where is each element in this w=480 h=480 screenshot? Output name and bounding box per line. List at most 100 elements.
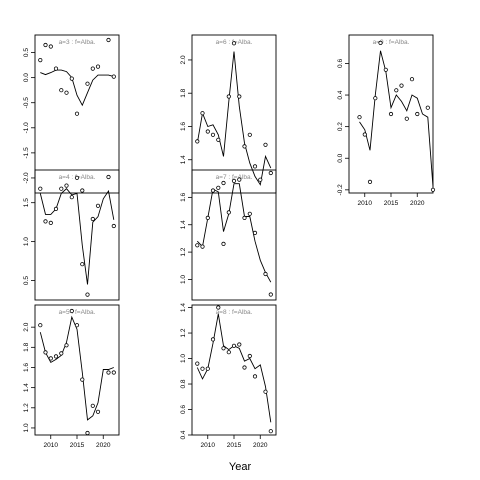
data-point — [53, 66, 59, 71]
panel-frame — [34, 169, 120, 301]
data-point — [69, 76, 74, 81]
data-point — [64, 90, 69, 95]
data-point — [362, 132, 367, 137]
y-tick-label: 1.5 — [23, 198, 30, 207]
data-point — [210, 188, 216, 193]
data-point — [237, 177, 242, 182]
data-point — [43, 42, 48, 48]
data-point — [69, 308, 74, 314]
data-point — [237, 342, 242, 347]
data-point — [74, 175, 80, 180]
data-point — [53, 206, 59, 211]
y-tick-label: 0.6 — [337, 59, 344, 68]
data-point — [425, 105, 430, 110]
y-tick-label: 1.0 — [180, 275, 187, 284]
x-tick-label: 2010 — [201, 442, 216, 449]
data-point — [95, 203, 101, 208]
y-tick-label: 1.6 — [180, 122, 187, 131]
data-point — [69, 195, 74, 200]
y-tick-label: -2.0 — [23, 172, 30, 184]
data-point — [242, 144, 247, 149]
x-tick-label: 2020 — [253, 442, 268, 449]
panel-label: a=5 : f=Alba. — [59, 309, 96, 316]
data-point — [252, 374, 258, 379]
data-point — [231, 343, 237, 348]
data-point — [268, 170, 273, 176]
y-tick-label: 0.8 — [180, 379, 187, 388]
data-point — [106, 37, 111, 43]
data-point — [106, 174, 111, 180]
data-point — [210, 132, 216, 137]
data-point — [409, 77, 415, 82]
data-point — [106, 370, 111, 375]
data-point — [242, 365, 247, 370]
data-point — [111, 370, 116, 375]
data-point — [221, 346, 226, 351]
data-point — [200, 366, 205, 371]
x-axis-title: Year — [229, 461, 252, 473]
panel-1: -2.0 -1.5 -1.0 -0.5 0.0 0.5 a=3 : f=Alba. — [23, 34, 120, 194]
y-tick-label: 0.0 — [23, 73, 30, 82]
panel-5: 1.0 1.2 1.4 1.6 a=7 : f=Alba. — [180, 169, 277, 301]
panel-frame — [191, 304, 277, 436]
data-point — [85, 430, 90, 436]
panels-layer: -2.0-1.5-1.0-0.50.00.5a=3 : f=Alba. 1.4 1.… — [23, 34, 436, 449]
y-tick-label: 1.8 — [180, 88, 187, 97]
data-point — [95, 409, 101, 414]
y-tick-label: 1.4 — [180, 155, 187, 164]
data-point — [80, 377, 85, 382]
y-tick-label: 1.0 — [180, 354, 187, 363]
data-point — [200, 244, 205, 249]
data-point — [111, 74, 116, 79]
panel-label: a=9 : f=Alba. — [373, 39, 410, 46]
data-point — [221, 180, 226, 186]
y-tick-label: 0.0 — [337, 153, 344, 162]
y-tick-label: 1.2 — [23, 403, 30, 412]
data-point — [216, 185, 221, 190]
data-point — [231, 41, 237, 46]
data-point — [48, 44, 53, 49]
data-point — [237, 94, 242, 99]
panel-label: a=7 : f=Alba. — [216, 174, 253, 181]
fit-line — [39, 315, 114, 421]
x-tick-label: 2020 — [96, 442, 111, 449]
data-point — [268, 292, 273, 297]
y-tick-label: 0.2 — [337, 122, 344, 131]
data-point — [247, 211, 252, 216]
y-tick-label: 1.4 — [23, 383, 30, 392]
data-point — [247, 132, 252, 137]
data-point — [221, 241, 226, 246]
panel-6: 1.0 1.2 1.4 1.6 1.8 2.0 2010 2015 2020 a=5 : f=Al… — [23, 304, 120, 449]
y-tick-label: 1.4 — [180, 303, 187, 312]
data-point — [200, 111, 205, 116]
data-point — [59, 351, 64, 356]
x-tick-label: 2015 — [227, 442, 242, 449]
data-point — [195, 243, 200, 248]
y-tick-label: 0.4 — [337, 90, 344, 99]
data-point — [80, 262, 85, 267]
panel-label: a=3 : f=Alba. — [59, 39, 96, 46]
data-point — [90, 403, 95, 408]
data-point — [367, 179, 373, 184]
panel-4: 0.51.01.5a=4 : f=Alba. — [23, 169, 120, 301]
data-point — [226, 210, 231, 215]
data-point — [404, 116, 409, 121]
data-point — [48, 220, 53, 225]
data-point — [85, 292, 90, 297]
panel-2: 1.41.61.82.0a=6 : f=Alba. — [180, 34, 277, 194]
y-tick-label: 1.2 — [180, 247, 187, 256]
data-point — [74, 111, 80, 116]
data-point — [38, 323, 43, 328]
data-point — [195, 139, 200, 144]
y-tick-label: 1.6 — [180, 192, 187, 201]
data-point — [85, 81, 90, 86]
data-point — [399, 83, 404, 88]
data-point — [111, 223, 116, 229]
data-point — [388, 111, 394, 117]
data-point — [231, 178, 237, 183]
fit-line — [359, 50, 434, 187]
panel-7: 0.4 0.6 0.8 1.0 1.2 1.4 2010 2015 2020 a=8 : f=Al… — [180, 303, 277, 449]
y-tick-label: 2.0 — [23, 322, 30, 331]
y-tick-label: 1.0 — [23, 237, 30, 246]
fit-line — [40, 69, 114, 107]
